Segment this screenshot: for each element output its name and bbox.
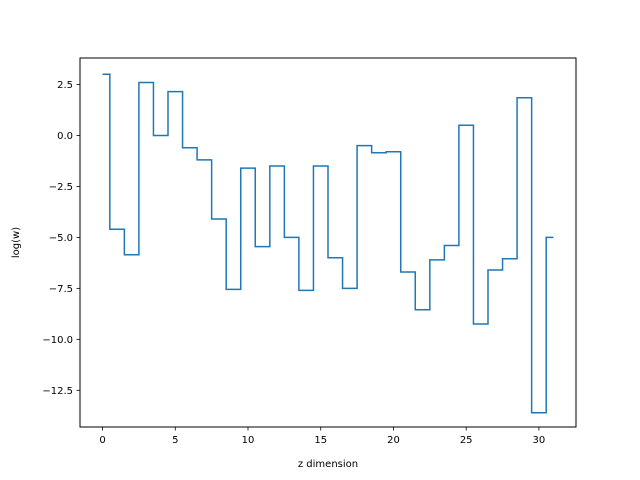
y-tick-label: −2.5 — [49, 182, 73, 193]
axis-ticks: 0 5 10 15 20 25 30 2.5 0.0 −2.5 −5.0 −7.5 −10.0 −12.5 — [42, 80, 545, 446]
plot-frame — [79, 57, 577, 428]
x-tick-label: 0 — [99, 435, 105, 446]
x-axis-label: z dimension — [298, 459, 358, 470]
x-tick-label: 25 — [460, 435, 473, 446]
y-tick-label: −7.5 — [49, 284, 73, 295]
series-layer — [102, 73, 554, 414]
y-axis-label: log(w) — [11, 227, 22, 258]
y-tick-label: −10.0 — [42, 335, 73, 346]
series-line — [102, 73, 554, 414]
y-tick-label: 0.0 — [57, 131, 73, 142]
y-tick-label: −5.0 — [49, 233, 73, 244]
x-tick-label: 15 — [314, 435, 327, 446]
x-tick-label: 20 — [387, 435, 400, 446]
x-tick-label: 30 — [533, 435, 546, 446]
y-tick-label: 2.5 — [57, 80, 73, 91]
x-tick-label: 10 — [242, 435, 255, 446]
y-tick-label: −12.5 — [42, 386, 73, 397]
x-tick-label: 5 — [172, 435, 178, 446]
